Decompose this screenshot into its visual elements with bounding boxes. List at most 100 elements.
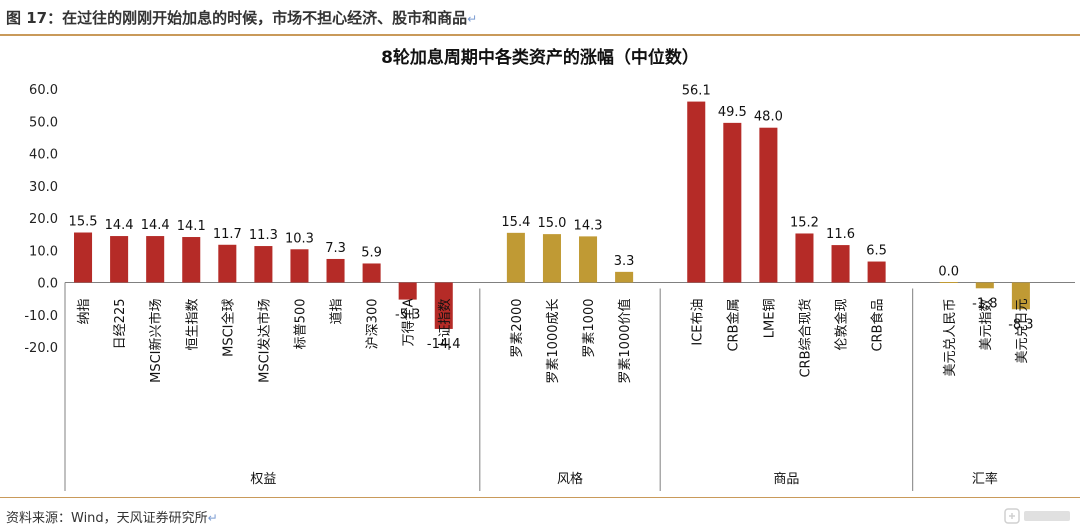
bar xyxy=(975,282,994,289)
bar xyxy=(290,249,309,283)
category-label: MSCI新兴市场 xyxy=(148,299,164,383)
data-label: 11.6 xyxy=(826,227,855,242)
data-label: -14.4 xyxy=(427,337,461,352)
category-label: 罗素1000价值 xyxy=(617,299,633,384)
bar xyxy=(506,232,525,283)
data-label: -8.3 xyxy=(1008,317,1033,332)
bar xyxy=(326,258,345,283)
bar xyxy=(254,246,273,283)
data-label: 14.4 xyxy=(141,218,170,233)
y-tick-label: 20.0 xyxy=(29,212,58,227)
bar xyxy=(615,271,634,283)
bar xyxy=(687,101,706,283)
category-label: LME铜 xyxy=(762,299,777,339)
category-label: MSCI发达市场 xyxy=(256,299,272,383)
category-label: 标普500 xyxy=(293,299,308,350)
figure-title: 图 17：在过往的刚刚开始加息的时候，市场不担心经济、股市和商品↵ xyxy=(6,7,477,28)
source-text: 资料来源：Wind，天风证券研究所 xyxy=(6,511,208,526)
data-label: 15.2 xyxy=(790,215,819,230)
bar xyxy=(146,236,165,283)
y-tick-label: -20.0 xyxy=(24,341,58,356)
bar xyxy=(831,245,850,283)
chart-title: 8轮加息周期中各类资产的涨幅（中位数） xyxy=(381,47,699,68)
data-label: 10.3 xyxy=(285,231,314,246)
category-label: 纳指 xyxy=(77,299,92,325)
y-tick-label: 10.0 xyxy=(29,244,58,259)
bars-layer: 15.5 14.4 14.4 14.1 11.7 11.3 10.3 7.3 5.9 -5.3 -1… xyxy=(69,84,1034,352)
bar xyxy=(218,244,237,283)
data-label: 48.0 xyxy=(754,110,783,125)
category-label: 伦敦金现 xyxy=(834,299,850,351)
category-label: 美元兑日元 xyxy=(1015,299,1030,364)
category-label: 沪深300 xyxy=(365,299,381,350)
group-label: 风格 xyxy=(557,471,583,487)
group-label: 权益 xyxy=(250,471,276,487)
category-label: 美元兑人民币 xyxy=(943,299,958,377)
watermark-logo-icon xyxy=(1004,508,1070,524)
bottom-divider xyxy=(0,497,1080,498)
y-tick-label: 50.0 xyxy=(29,115,58,130)
category-label: 上证指数 xyxy=(438,299,453,351)
data-label: -5.3 xyxy=(395,308,420,323)
y-tick-label: 40.0 xyxy=(29,148,58,163)
return-mark-icon: ↵ xyxy=(207,511,218,525)
data-label: 15.0 xyxy=(537,216,566,231)
data-label: 5.9 xyxy=(361,245,382,260)
category-axis: 纳指 日经225 MSCI新兴市场 恒生指数 MSCI全球 MSCI发达市场 标普500 道指… xyxy=(64,282,1030,491)
y-tick-label: 60.0 xyxy=(29,83,58,98)
group-label: 汇率 xyxy=(972,471,998,487)
category-label: 万得全A xyxy=(401,298,417,346)
bar xyxy=(182,237,201,283)
category-label: 日经225 xyxy=(113,299,128,350)
category-label: 罗素2000 xyxy=(510,299,525,358)
y-tick-label: 30.0 xyxy=(29,180,58,195)
category-label: 美元指数 xyxy=(979,299,994,351)
bar xyxy=(398,282,417,300)
data-label: 14.3 xyxy=(574,218,603,233)
data-label: 6.5 xyxy=(866,244,887,259)
bar xyxy=(939,282,958,283)
data-label: 11.7 xyxy=(213,227,242,242)
category-label: 罗素1000 xyxy=(582,299,597,358)
y-tick-label: -10.0 xyxy=(24,309,58,324)
bar xyxy=(74,232,93,283)
data-label: 15.4 xyxy=(501,215,530,230)
data-label: 14.1 xyxy=(177,219,206,234)
data-label: 3.3 xyxy=(614,254,635,269)
bar xyxy=(867,261,886,283)
data-label: 0.0 xyxy=(938,265,959,280)
category-label: CRB食品 xyxy=(870,299,886,352)
figure-header: 图 17：在过往的刚刚开始加息的时候，市场不担心经济、股市和商品↵ xyxy=(0,0,1080,36)
data-label: 14.4 xyxy=(105,218,134,233)
category-label: 恒生指数 xyxy=(185,299,200,351)
category-label: 罗素1000成长 xyxy=(546,299,561,384)
bar xyxy=(759,127,778,283)
category-label: ICE布油 xyxy=(690,299,705,346)
bar xyxy=(579,236,598,283)
category-label: 道指 xyxy=(330,299,345,325)
return-mark-icon: ↵ xyxy=(467,12,478,26)
data-label: 56.1 xyxy=(682,84,711,99)
source-note: 资料来源：Wind，天风证券研究所↵ xyxy=(6,507,218,526)
bar xyxy=(795,233,814,283)
y-axis: 60.0 50.0 40.0 30.0 20.0 10.0 0.0 -10.0 -20.0 xyxy=(24,83,1075,356)
data-label: 15.5 xyxy=(69,215,98,230)
category-label: MSCI全球 xyxy=(220,299,236,357)
data-label: -1.8 xyxy=(972,296,997,311)
category-label: CRB金属 xyxy=(725,299,741,352)
bar xyxy=(434,282,453,329)
bar xyxy=(542,234,561,283)
figure-title-text: 图 17：在过往的刚刚开始加息的时候，市场不担心经济、股市和商品 xyxy=(6,9,468,27)
data-label: 7.3 xyxy=(325,241,346,256)
data-label: 49.5 xyxy=(718,105,747,120)
y-tick-label: 0.0 xyxy=(37,277,58,292)
bar xyxy=(723,122,742,283)
group-label: 商品 xyxy=(773,472,799,487)
category-label: CRB综合现货 xyxy=(797,299,813,378)
bar xyxy=(1011,282,1030,310)
data-label: 11.3 xyxy=(249,228,278,243)
bar xyxy=(110,236,129,283)
bar xyxy=(362,263,381,283)
top-divider xyxy=(0,34,1080,36)
bar-chart: 8轮加息周期中各类资产的涨幅（中位数） 60.0 50.0 40.0 30.0 20.0… xyxy=(24,47,1075,491)
